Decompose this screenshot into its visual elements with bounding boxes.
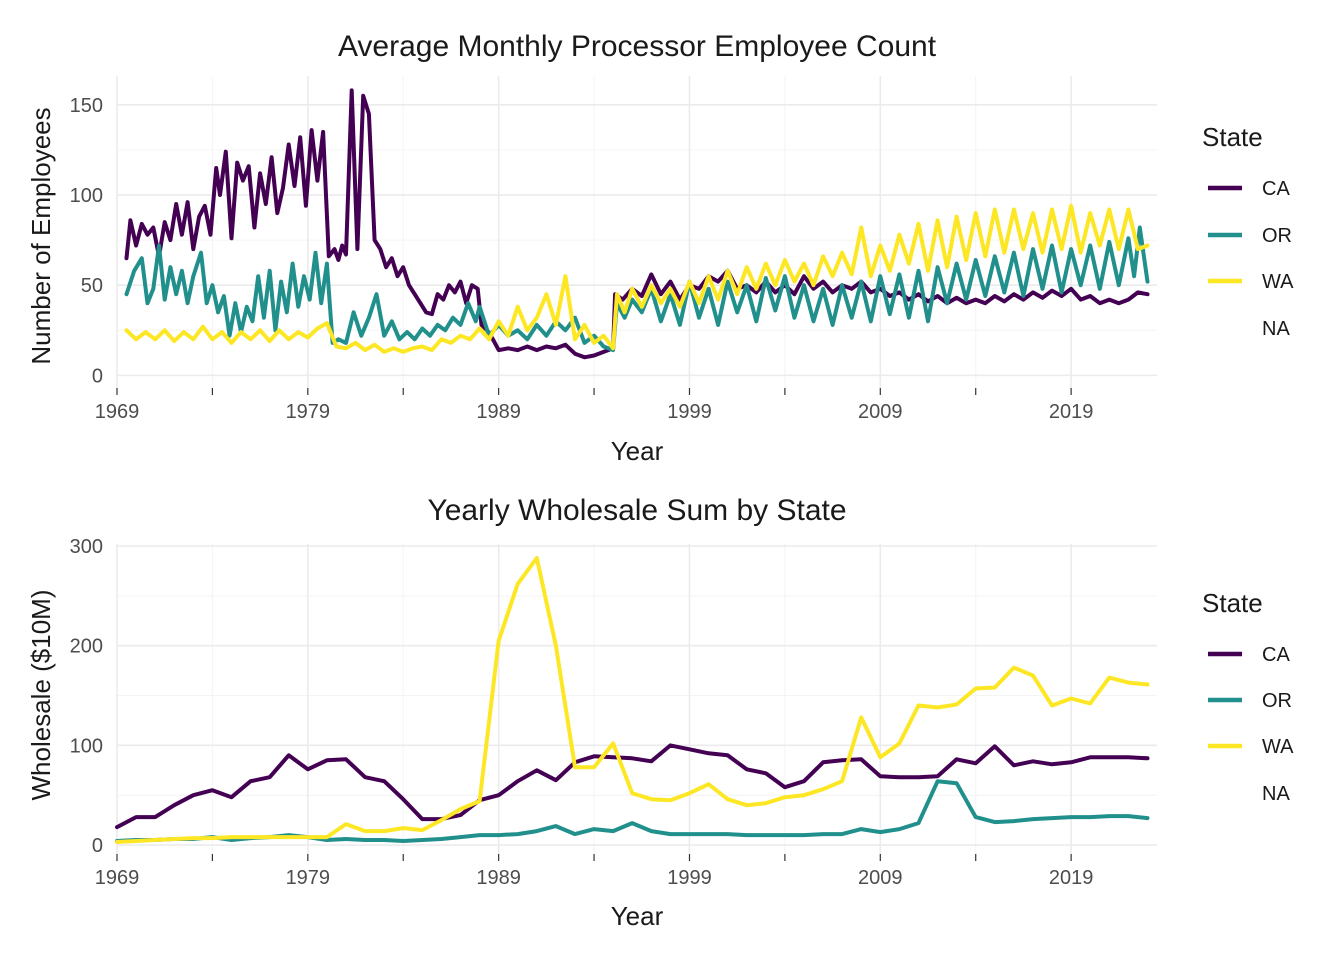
y-axis-ticks: 0 100 200 300 — [70, 536, 103, 857]
y-tick-label: 100 — [70, 735, 103, 757]
y-axis-title: Wholesale ($10M) — [26, 590, 56, 801]
x-tick-label: 2019 — [1049, 867, 1094, 889]
legend-entry-wa: WA — [1208, 271, 1294, 293]
legend-label-or: OR — [1262, 225, 1292, 247]
x-tick-label: 1969 — [95, 867, 140, 889]
x-axis-ticks: 1969 1979 1989 1999 2009 2019 — [95, 388, 1094, 423]
x-tick-label: 2009 — [858, 401, 903, 423]
x-tick-label: 1969 — [95, 401, 140, 423]
x-tick-label: 1979 — [286, 867, 331, 889]
legend-entry-or: OR — [1208, 225, 1292, 247]
x-axis-title: Year — [611, 436, 664, 466]
x-tick-label: 1999 — [667, 401, 712, 423]
legend-label-ca: CA — [1262, 644, 1290, 666]
y-tick-label: 150 — [70, 95, 103, 117]
y-tick-label: 300 — [70, 536, 103, 558]
legend-label-ca: CA — [1262, 178, 1290, 200]
x-tick-label: 2009 — [858, 867, 903, 889]
series-line-wa — [124, 203, 1150, 354]
legend-label-na: NA — [1262, 783, 1290, 805]
legend-label-wa: WA — [1262, 271, 1294, 293]
legend-label-na: NA — [1262, 318, 1290, 340]
legend-entry-or: OR — [1208, 690, 1292, 712]
x-tick-label: 2019 — [1049, 401, 1094, 423]
y-tick-label: 200 — [70, 636, 103, 658]
legend-entry-na: NA — [1262, 318, 1290, 340]
y-tick-label: 50 — [81, 275, 103, 297]
legend-label-or: OR — [1262, 690, 1292, 712]
legend: State CA OR WA NA — [1202, 588, 1294, 805]
series-group — [115, 556, 1150, 844]
legend-entry-na: NA — [1262, 783, 1290, 805]
chart-title: Average Monthly Processor Employee Count — [338, 30, 937, 63]
x-tick-label: 1979 — [286, 401, 331, 423]
legend-entry-ca: CA — [1208, 644, 1290, 666]
y-axis-title: Number of Employees — [26, 107, 56, 364]
wholesale-panel: Yearly Wholesale Sum by State 1969 1979 19… — [26, 494, 1294, 931]
series-line-ca — [115, 743, 1150, 830]
legend-label-wa: WA — [1262, 736, 1294, 758]
x-axis-title: Year — [611, 901, 664, 931]
legend-title: State — [1202, 588, 1263, 618]
x-axis-ticks: 1969 1979 1989 1999 2009 2019 — [95, 854, 1094, 889]
legend-entry-ca: CA — [1208, 178, 1290, 200]
x-tick-label: 1999 — [667, 867, 712, 889]
legend-title: State — [1202, 122, 1263, 152]
y-tick-label: 100 — [70, 185, 103, 207]
chart-title: Yearly Wholesale Sum by State — [427, 494, 846, 527]
series-group — [124, 88, 1150, 360]
series-line-wa — [115, 556, 1150, 844]
y-tick-label: 0 — [92, 365, 103, 387]
grid — [116, 544, 1157, 854]
legend: State CA OR WA NA — [1202, 122, 1294, 340]
x-tick-label: 1989 — [476, 401, 521, 423]
employee-count-panel: Average Monthly Processor Employee Count… — [26, 30, 1294, 466]
legend-entry-wa: WA — [1208, 736, 1294, 758]
x-tick-label: 1989 — [476, 867, 521, 889]
y-tick-label: 0 — [92, 835, 103, 857]
y-axis-ticks: 0 50 100 150 — [70, 95, 103, 388]
series-line-or — [124, 225, 1150, 353]
